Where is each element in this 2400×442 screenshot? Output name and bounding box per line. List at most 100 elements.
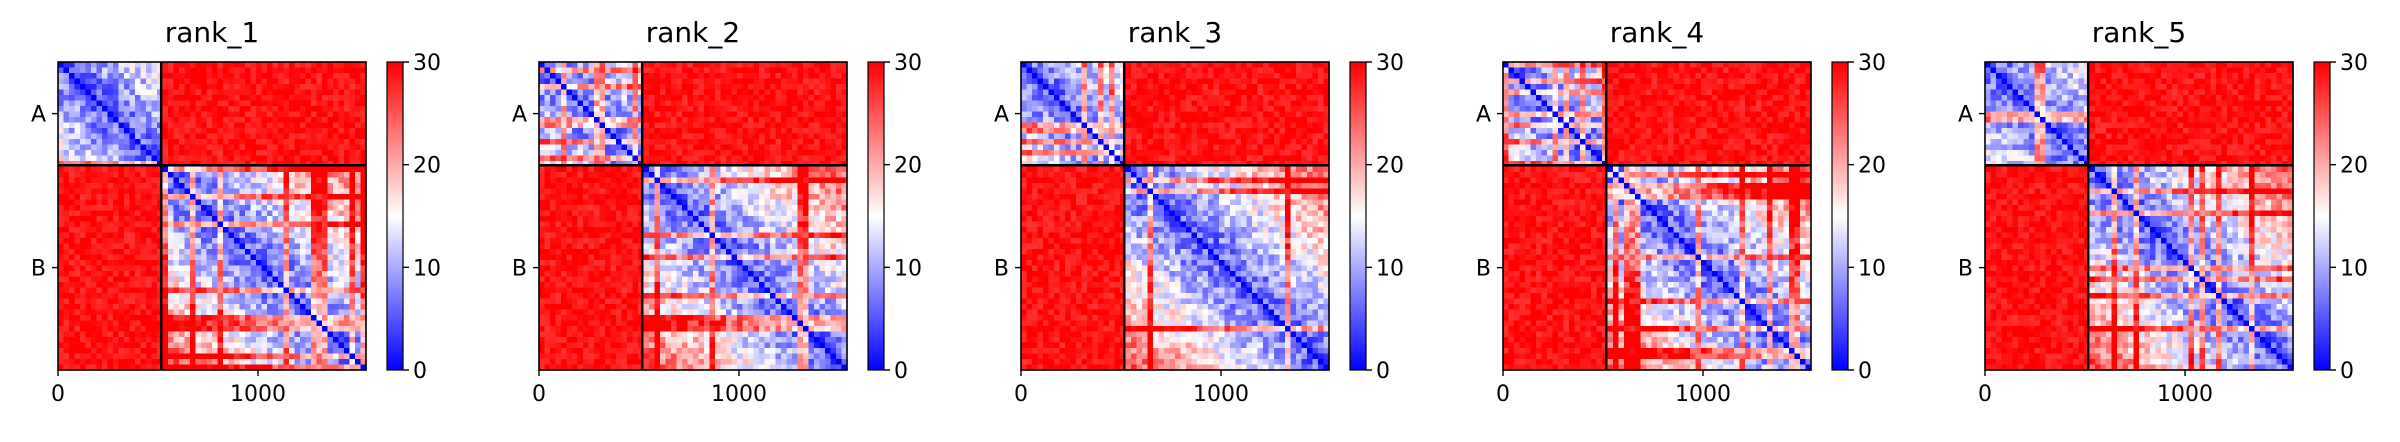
heatmap-cell [693,189,699,195]
heatmap-cell [163,227,169,233]
heatmap-cell [240,123,246,129]
heatmap-cell [113,84,119,90]
heatmap-cell [278,90,284,96]
heatmap-cell [174,117,180,123]
heatmap-cell [273,244,279,250]
heatmap-cell [350,101,356,107]
heatmap-cell [163,337,169,343]
heatmap-cell [754,117,760,123]
heatmap-cell [333,359,339,365]
heatmap-cell [64,79,70,85]
heatmap-cell [344,315,350,321]
heatmap-cell [545,189,551,195]
heatmap-cell [732,183,738,189]
heatmap-cell [322,106,328,112]
heatmap-cell [284,304,290,310]
y-tick-label: B [31,257,46,282]
heatmap-cell [737,222,743,228]
heatmap-cell [278,222,284,228]
heatmap-cell [212,348,218,354]
heatmap-cell [245,117,251,123]
heatmap-cell [97,150,103,156]
heatmap-cell [649,73,655,79]
heatmap-cell [611,134,617,140]
heatmap-cell [267,260,273,266]
heatmap-cell [267,238,273,244]
heatmap-cell [671,156,677,162]
heatmap-cell [223,354,229,360]
heatmap-cell [91,189,97,195]
heatmap-cell [295,156,301,162]
heatmap-cell [583,167,589,173]
heatmap-cell [605,172,611,178]
heatmap-cell [58,315,64,321]
heatmap-cell [339,172,345,178]
heatmap-cell [759,194,765,200]
heatmap-cell [633,167,639,173]
heatmap-cell [58,156,64,162]
heatmap-cell [124,233,130,239]
heatmap-cell [75,145,81,151]
heatmap-cell [273,222,279,228]
heatmap-cell [240,194,246,200]
heatmap-cell [344,244,350,250]
heatmap-cell [677,211,683,217]
heatmap-cell [649,79,655,85]
heatmap-cell [152,233,158,239]
heatmap-cell [754,211,760,217]
heatmap-cell [831,145,837,151]
heatmap-cell [289,216,295,222]
heatmap-cell [333,343,339,349]
heatmap-cell [605,238,611,244]
heatmap-cell [135,304,141,310]
heatmap-cell [355,68,361,74]
heatmap-cell [300,260,306,266]
heatmap-cell [688,90,694,96]
heatmap-cell [611,205,617,211]
heatmap-cell [262,271,268,277]
heatmap-cell [91,200,97,206]
heatmap-cell [611,128,617,134]
heatmap-cell [146,299,152,305]
heatmap-cell [245,156,251,162]
heatmap-cell [124,68,130,74]
heatmap-cell [306,255,312,261]
heatmap-cell [627,172,633,178]
heatmap-cell [201,139,207,145]
heatmap-cell [300,189,306,195]
heatmap-cell [660,194,666,200]
heatmap-cell [267,62,273,68]
heatmap-cell [141,106,147,112]
heatmap-cell [251,233,257,239]
heatmap-cell [589,112,595,118]
heatmap-cell [317,68,323,74]
heatmap-cell [163,84,169,90]
heatmap-cell [80,255,86,261]
heatmap-cell [295,73,301,79]
heatmap-cell [770,90,776,96]
heatmap-cell [278,128,284,134]
heatmap-cell [600,156,606,162]
heatmap-cell [113,348,119,354]
heatmap-cell [748,112,754,118]
heatmap-cell [284,249,290,255]
heatmap-cell [721,112,727,118]
heatmap-cell [339,189,345,195]
heatmap-cell [218,189,224,195]
heatmap-cell [350,73,356,79]
heatmap-cell [218,326,224,332]
heatmap-cell [185,277,191,283]
heatmap-cell [124,139,130,145]
heatmap-cell [108,359,114,365]
heatmap-cell [726,101,732,107]
heatmap-cell [666,123,672,129]
heatmap-cell [267,293,273,299]
heatmap-cell [97,288,103,294]
heatmap-cell [284,106,290,112]
heatmap-cell [836,156,842,162]
heatmap-cell [300,288,306,294]
heatmap-cell [682,84,688,90]
heatmap-cell [787,84,793,90]
heatmap-cell [80,189,86,195]
heatmap-cell [809,95,815,101]
